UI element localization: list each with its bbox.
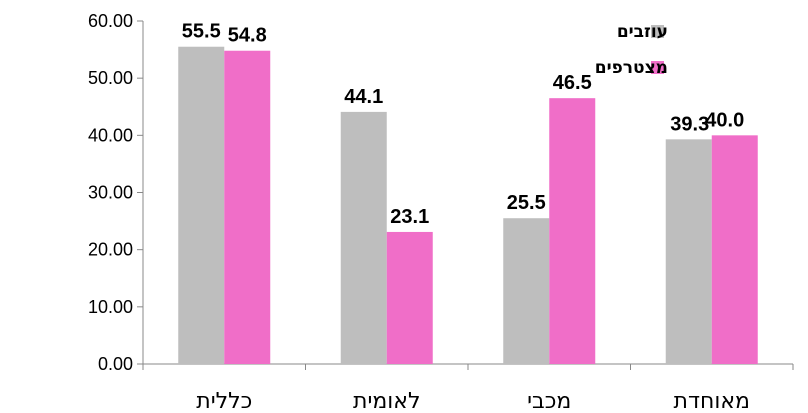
x-tick-label: לאומית — [353, 389, 421, 413]
legend-swatch — [651, 25, 664, 38]
data-label: 25.5 — [507, 192, 546, 214]
data-label: 39.3 — [670, 113, 709, 135]
bar — [549, 98, 596, 365]
y-tick-label: 60.00 — [88, 11, 133, 31]
bar — [665, 139, 712, 364]
bar — [178, 46, 225, 364]
data-label: 55.5 — [182, 21, 221, 43]
legend: עוזבים מצטרפים — [595, 22, 668, 78]
data-label: 44.1 — [344, 86, 383, 108]
data-label: 23.1 — [390, 206, 429, 228]
x-tick-label: כללית — [196, 389, 252, 413]
bar — [386, 231, 433, 364]
legend-swatch — [651, 61, 664, 74]
data-label: 46.5 — [553, 72, 592, 94]
data-label: 54.8 — [228, 25, 267, 47]
y-tick-label: 0.00 — [98, 354, 133, 374]
y-tick-label: 10.00 — [88, 297, 133, 317]
data-labels: 55.5 54.8 44.1 23.1 25.5 46.5 39.340.0 — [182, 21, 744, 228]
axes: 0.00 10.00 20.00 30.00 40.00 50.00 60.00 כללית ל… — [88, 11, 794, 413]
y-tick-label: 40.00 — [88, 125, 133, 145]
bar — [503, 218, 550, 364]
bar — [224, 50, 271, 365]
y-tick-label: 20.00 — [88, 240, 133, 260]
legend-label: עוזבים — [617, 22, 668, 42]
bars — [178, 46, 758, 365]
y-tick-label: 30.00 — [88, 183, 133, 203]
x-tick-label: מאוחדת — [674, 389, 750, 413]
legend-label: מצטרפים — [595, 58, 668, 78]
bar — [340, 111, 387, 365]
bar — [711, 135, 758, 364]
x-tick-label: מכבי — [527, 389, 571, 413]
data-label: 40.0 — [705, 109, 744, 131]
y-tick-label: 50.00 — [88, 68, 133, 88]
